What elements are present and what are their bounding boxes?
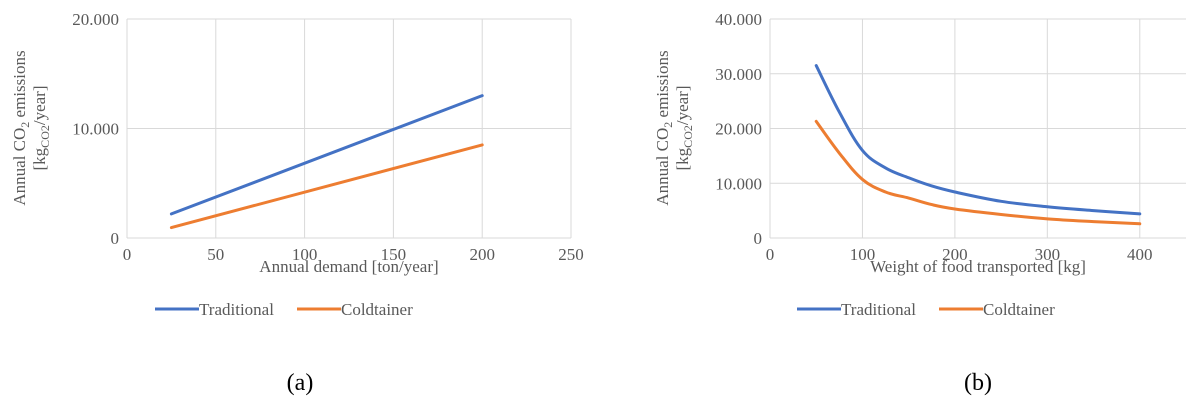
series-line-traditional — [814, 64, 1142, 216]
y-axis-label-line2: [kgCO2/year] — [673, 86, 695, 171]
series-line-coldtainer — [169, 143, 484, 230]
x-tick-label: 50 — [207, 245, 224, 264]
legend-label-coldtainer: Coldtainer — [983, 300, 1055, 319]
x-tick-label: 100 — [292, 245, 318, 264]
y-axis-label-line1: Annual CO2 emissions — [10, 50, 32, 205]
legend-label-traditional: Traditional — [199, 300, 274, 319]
legend-label-traditional: Traditional — [841, 300, 916, 319]
y-axis-label-line1: Annual CO2 emissions — [653, 50, 675, 205]
panel-label: (a) — [287, 370, 314, 396]
y-axis-label: Annual CO2 emissions[kgCO2/year] — [10, 50, 52, 205]
chart-b: 0 100 200 300 400 0 10.000 20.000 30.000 40.000 We… — [653, 10, 1186, 396]
y-tick-label: 20.000 — [715, 120, 762, 139]
y-tick-label: 0 — [754, 229, 763, 248]
panel-label: (b) — [964, 370, 992, 396]
x-tick-label: 200 — [942, 245, 968, 264]
y-axis-label-line2: [kgCO2/year] — [30, 86, 52, 171]
x-tick-label: 100 — [850, 245, 876, 264]
y-tick-label: 40.000 — [715, 10, 762, 29]
x-tick-label: 150 — [381, 245, 407, 264]
series-line-coldtainer — [814, 119, 1142, 226]
x-axis-label: Weight of food transported [kg] — [870, 257, 1086, 276]
x-tick-label: 300 — [1035, 245, 1061, 264]
series-line-traditional — [169, 94, 484, 216]
chart-a: 0 50 100 150 200 250 0 10.000 20.000 Annual deman… — [10, 10, 584, 396]
x-tick-label: 0 — [123, 245, 132, 264]
legend-label-coldtainer: Coldtainer — [341, 300, 413, 319]
x-tick-label: 0 — [766, 245, 775, 264]
y-tick-label: 10.000 — [715, 174, 762, 193]
y-tick-label: 0 — [111, 229, 120, 248]
x-tick-label: 400 — [1127, 245, 1153, 264]
x-axis-label: Annual demand [ton/year] — [259, 257, 438, 276]
x-tick-label: 250 — [558, 245, 584, 264]
y-tick-label: 30.000 — [715, 65, 762, 84]
x-tick-label: 200 — [469, 245, 495, 264]
y-tick-label: 10.000 — [72, 120, 119, 139]
y-axis-label: Annual CO2 emissions[kgCO2/year] — [653, 50, 695, 205]
y-tick-label: 20.000 — [72, 10, 119, 29]
